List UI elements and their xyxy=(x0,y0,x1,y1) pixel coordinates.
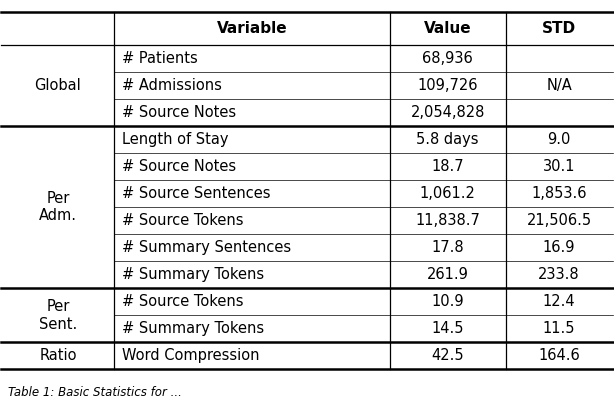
Text: Table 1: Basic Statistics for ...: Table 1: Basic Statistics for ... xyxy=(7,386,181,398)
Text: Length of Stay: Length of Stay xyxy=(122,132,228,147)
Text: 11.5: 11.5 xyxy=(543,322,575,336)
Text: Variable: Variable xyxy=(217,21,287,36)
Text: N/A: N/A xyxy=(546,78,572,93)
Text: Global: Global xyxy=(34,78,81,93)
Text: 109,726: 109,726 xyxy=(418,78,478,93)
Text: # Source Tokens: # Source Tokens xyxy=(122,295,243,309)
Text: STD: STD xyxy=(542,21,576,36)
Text: 261.9: 261.9 xyxy=(427,267,468,282)
Text: 68,936: 68,936 xyxy=(422,51,473,66)
Text: # Summary Sentences: # Summary Sentences xyxy=(122,240,291,255)
Text: 21,506.5: 21,506.5 xyxy=(527,213,592,228)
Text: # Summary Tokens: # Summary Tokens xyxy=(122,322,264,336)
Text: 10.9: 10.9 xyxy=(431,295,464,309)
Text: 18.7: 18.7 xyxy=(431,159,464,174)
Text: Per
Sent.: Per Sent. xyxy=(39,299,77,332)
Text: Word Compression: Word Compression xyxy=(122,348,259,363)
Text: 17.8: 17.8 xyxy=(431,240,464,255)
Text: Ratio: Ratio xyxy=(39,348,77,363)
Text: 5.8 days: 5.8 days xyxy=(416,132,479,147)
Text: 164.6: 164.6 xyxy=(538,348,580,363)
Text: 1,853.6: 1,853.6 xyxy=(531,186,587,201)
Text: 12.4: 12.4 xyxy=(543,295,575,309)
Text: 1,061.2: 1,061.2 xyxy=(419,186,475,201)
Text: 16.9: 16.9 xyxy=(543,240,575,255)
Text: Per
Adm.: Per Adm. xyxy=(39,191,77,223)
Text: # Source Notes: # Source Notes xyxy=(122,105,236,120)
Text: 14.5: 14.5 xyxy=(431,322,464,336)
Text: # Admissions: # Admissions xyxy=(122,78,222,93)
Text: Value: Value xyxy=(424,21,472,36)
Text: # Patients: # Patients xyxy=(122,51,198,66)
Text: 30.1: 30.1 xyxy=(543,159,575,174)
Text: 233.8: 233.8 xyxy=(538,267,580,282)
Text: 9.0: 9.0 xyxy=(548,132,571,147)
Text: 2,054,828: 2,054,828 xyxy=(410,105,485,120)
Text: # Summary Tokens: # Summary Tokens xyxy=(122,267,264,282)
Text: 11,838.7: 11,838.7 xyxy=(415,213,480,228)
Text: # Source Tokens: # Source Tokens xyxy=(122,213,243,228)
Text: 42.5: 42.5 xyxy=(431,348,464,363)
Text: # Source Sentences: # Source Sentences xyxy=(122,186,270,201)
Text: # Source Notes: # Source Notes xyxy=(122,159,236,174)
